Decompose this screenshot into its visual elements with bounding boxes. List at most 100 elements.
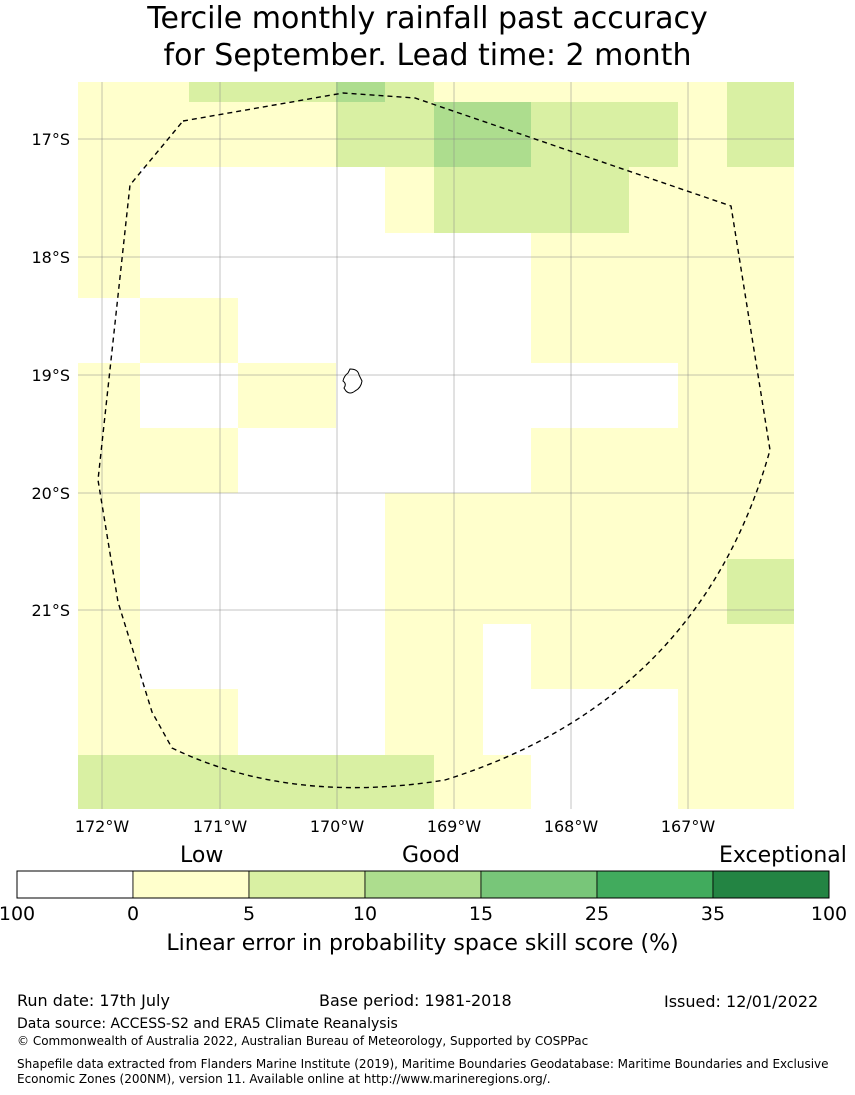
grid-cell	[531, 233, 629, 298]
colorbar-label: Linear error in probability space skill …	[166, 931, 679, 956]
grid-cell	[336, 559, 385, 624]
grid-cell	[629, 82, 678, 102]
skill-grid	[78, 82, 794, 809]
shapefile-credit-line2: Economic Zones (200NM), version 11. Avai…	[17, 1072, 551, 1086]
grid-cell	[434, 624, 483, 689]
grid-cell	[238, 559, 336, 624]
colorbar-tick: 35	[700, 903, 726, 925]
grid-cell	[727, 233, 794, 298]
grid-cell	[434, 493, 483, 559]
grid-cell	[140, 102, 189, 167]
grid-cell	[238, 298, 336, 363]
grid-cell	[629, 493, 678, 559]
longitude-labels: 172°W 171°W 170°W 169°W 168°W 167°W	[75, 817, 716, 836]
grid-cell	[434, 755, 483, 809]
colorbar-swatch	[248, 870, 366, 899]
latitude-label: 17°S	[31, 130, 70, 149]
colorbar	[16, 870, 830, 899]
grid-cell	[531, 167, 629, 233]
colorbar-swatch	[16, 870, 134, 899]
grid-cell	[531, 82, 629, 102]
grid-cell	[385, 624, 434, 689]
map-title: Tercile monthly rainfall past accuracy f…	[0, 0, 855, 74]
grid-cell	[678, 428, 727, 493]
grid-cell	[483, 363, 531, 428]
grid-cell	[385, 363, 434, 428]
grid-cell	[189, 233, 238, 298]
grid-cell	[483, 428, 531, 493]
grid-cell	[78, 82, 140, 102]
grid-cell	[336, 624, 385, 689]
grid-cell	[385, 689, 434, 755]
grid-cell	[678, 624, 727, 689]
colorbar-tick: 100	[0, 903, 36, 925]
longitude-label: 170°W	[310, 817, 365, 836]
grid-cell	[189, 755, 238, 809]
grid-cell	[189, 493, 238, 559]
colorbar-swatch	[480, 870, 598, 899]
grid-cell	[78, 167, 140, 233]
grid-cell	[483, 689, 531, 755]
grid-cell	[727, 167, 794, 233]
grid-cell	[434, 428, 483, 493]
grid-cell	[678, 755, 727, 809]
grid-cell	[483, 755, 531, 809]
latitude-label: 21°S	[31, 601, 70, 620]
grid-cell	[78, 428, 140, 493]
grid-cell	[727, 82, 794, 102]
grid-cell	[189, 559, 238, 624]
grid-cell	[678, 689, 727, 755]
grid-cell	[678, 559, 727, 624]
grid-cell	[434, 167, 483, 233]
grid-cell	[189, 102, 238, 167]
grid-cell	[678, 363, 727, 428]
grid-cell	[238, 167, 336, 233]
grid-cell	[727, 689, 794, 755]
grid-cell	[78, 755, 140, 809]
longitude-label: 171°W	[193, 817, 248, 836]
run-date: Run date: 17th July	[17, 991, 170, 1010]
colorbar-outline	[16, 870, 830, 899]
grid-cell	[238, 493, 336, 559]
longitude-label: 168°W	[544, 817, 599, 836]
grid-cell	[678, 233, 727, 298]
grid-cell	[336, 755, 385, 809]
grid-cell	[629, 755, 678, 809]
grid-cell	[531, 428, 629, 493]
grid-cell	[385, 82, 434, 102]
grid-cell	[531, 689, 629, 755]
colorbar-tick: 15	[468, 903, 494, 925]
grid-cell	[629, 233, 678, 298]
grid-cell	[336, 82, 385, 102]
grid-cell	[727, 363, 794, 428]
grid-cell	[78, 233, 140, 298]
grid-cell	[140, 755, 189, 809]
grid-cell	[336, 102, 385, 167]
grid-cell	[385, 102, 434, 167]
longitude-label: 169°W	[427, 817, 482, 836]
grid-cell	[336, 167, 385, 233]
grid-cell	[78, 559, 140, 624]
grid-cell	[434, 559, 483, 624]
grid-cell	[483, 493, 531, 559]
grid-cell	[189, 82, 238, 102]
grid-cell	[336, 493, 385, 559]
issued-date: Issued: 12/01/2022	[664, 992, 819, 1011]
grid-cell	[727, 624, 794, 689]
grid-cell	[483, 233, 531, 298]
grid-cell	[678, 298, 727, 363]
grid-cell	[140, 167, 189, 233]
copyright-notice: © Commonwealth of Australia 2022, Austra…	[17, 1034, 589, 1048]
grid-cell	[78, 689, 140, 755]
grid-cell	[336, 298, 385, 363]
grid-cell	[434, 233, 483, 298]
colorbar-swatch	[712, 870, 830, 899]
category-low: Low	[180, 843, 224, 868]
grid-cell	[727, 102, 794, 167]
grid-cell	[629, 167, 678, 233]
grid-cell	[385, 167, 434, 233]
grid-cell	[385, 428, 434, 493]
grid-cell	[336, 428, 385, 493]
grid-cell	[238, 755, 336, 809]
